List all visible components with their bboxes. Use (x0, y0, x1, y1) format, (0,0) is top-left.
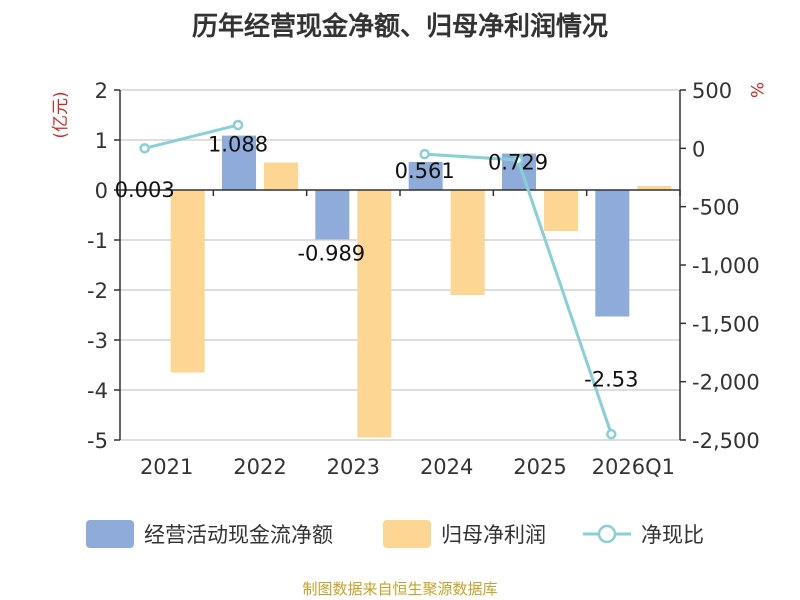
category-label: 2026Q1 (592, 455, 675, 479)
legend-swatch-ratio-marker (597, 524, 617, 544)
right-tick-label: 500 (692, 79, 732, 103)
cashflow-data-label: -0.989 (297, 241, 365, 265)
net-profit-bar (264, 162, 298, 190)
left-tick-label: -2 (87, 279, 108, 303)
cashflow-data-label: 0.003 (115, 178, 175, 202)
ratio-point (512, 154, 524, 166)
right-tick-label: -2,500 (692, 429, 760, 453)
legend-swatch-net-profit (383, 520, 431, 548)
left-tick-label: -3 (87, 329, 108, 353)
left-tick-label: 2 (95, 79, 108, 103)
left-tick-label: -1 (87, 229, 108, 253)
bars (128, 135, 672, 438)
data-labels: 0.003 1.088 -0.989 0.561 0.729 -2.53 (115, 133, 639, 392)
category-label: 2021 (140, 455, 193, 479)
legend-label-net-profit: 归母净利润 (441, 523, 546, 547)
right-tick-label: -1,000 (692, 254, 760, 278)
left-tick-label: -5 (87, 429, 108, 453)
category-label: 2022 (233, 455, 286, 479)
legend-item: 归母净利润 (383, 520, 546, 548)
chart-title: 历年经营现金净额、归母净利润情况 (191, 12, 608, 42)
net-profit-bar (450, 190, 485, 295)
ratio-point (606, 428, 617, 440)
gridlines (120, 89, 680, 441)
left-tick-label: 1 (95, 129, 108, 153)
cashflow-data-label: 0.561 (395, 159, 455, 183)
left-tick-label: 0 (95, 179, 108, 203)
source-footer: 制图数据来自恒生聚源数据库 (302, 580, 498, 598)
cashflow-bar (315, 190, 350, 240)
ratio-line-segment (144, 123, 239, 150)
ratio-point (139, 143, 150, 154)
right-tick-label: -1,500 (692, 312, 760, 336)
cashflow-bar (408, 161, 443, 190)
right-axis-unit: % (746, 82, 766, 98)
cashflow-bar (222, 135, 256, 190)
legend-item: 净现比 (583, 523, 704, 547)
right-tick-label: -2,000 (692, 371, 760, 395)
legend-item: 经营活动现金流净额 (86, 520, 333, 548)
legend-swatch-cashflow (86, 520, 134, 548)
category-label: 2025 (513, 455, 566, 479)
cashflow-data-label: 1.088 (208, 133, 268, 157)
cashflow-data-label: 0.729 (488, 151, 548, 175)
ratio-line (139, 119, 617, 440)
legend-label-ratio: 净现比 (641, 523, 704, 547)
cashflow-bar (595, 190, 630, 317)
right-tick-label: -500 (692, 196, 740, 220)
left-axis-unit: (亿元) (51, 91, 71, 138)
axes: 2 1 0 -1 -2 -3 -4 -5 500 0 -500 -1,000 -1,500 -2,000 -… (51, 79, 766, 479)
ratio-point (419, 148, 430, 160)
legend: 经营活动现金流净额 归母净利润 净现比 (86, 520, 704, 548)
legend-label-cashflow: 经营活动现金流净额 (144, 523, 333, 547)
category-label: 2024 (420, 455, 473, 479)
cashflow-data-label: -2.53 (584, 368, 638, 392)
right-tick-label: 0 (692, 137, 705, 161)
ratio-point (232, 119, 244, 131)
net-profit-bar (357, 190, 392, 438)
net-profit-bar (637, 186, 672, 190)
left-tick-label: -4 (87, 379, 108, 403)
net-profit-bar (544, 190, 578, 231)
category-label: 2023 (327, 455, 380, 479)
net-profit-bar (170, 190, 205, 373)
